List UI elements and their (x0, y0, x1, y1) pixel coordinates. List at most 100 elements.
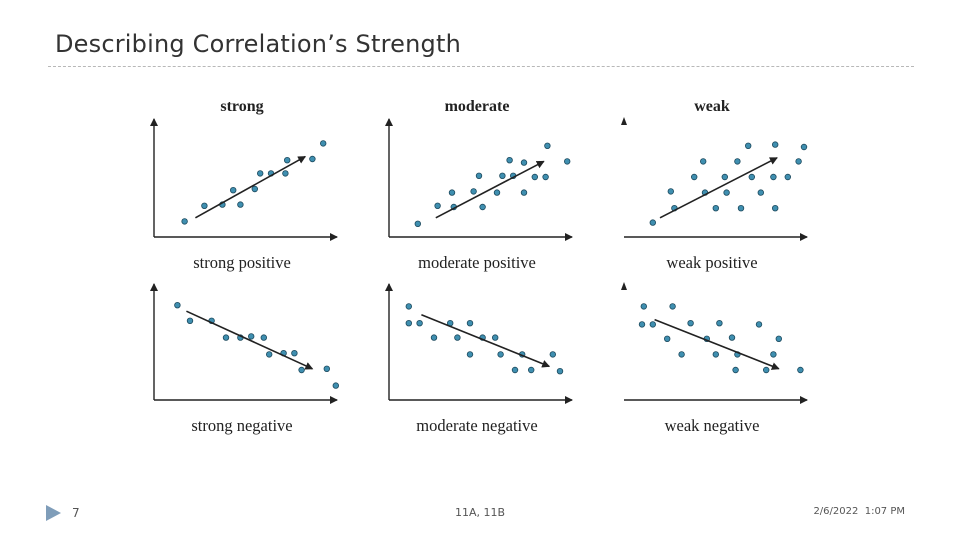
plot-title: moderate (445, 98, 510, 115)
data-point (492, 334, 499, 341)
data-point (678, 351, 685, 358)
data-point (544, 142, 551, 149)
plot-label: moderate positive (418, 253, 536, 272)
slide-title: Describing Correlation’s Strength (55, 30, 461, 58)
data-point (430, 334, 438, 341)
data-point (251, 185, 258, 193)
scatter-plot-5: moderate negative (385, 283, 573, 435)
data-point (757, 189, 764, 196)
data-point (405, 320, 412, 327)
data-point (531, 173, 538, 181)
data-point (687, 320, 694, 327)
data-point (528, 366, 535, 374)
data-point (772, 204, 779, 212)
trend-arrow (195, 155, 307, 219)
data-point (499, 172, 506, 179)
data-point (723, 189, 730, 196)
data-point (716, 320, 723, 327)
data-point (470, 188, 477, 195)
data-point (466, 320, 474, 327)
plot-label: weak negative (665, 416, 760, 435)
y-axis-arrow-icon (621, 117, 627, 125)
y-axis-arrow-icon (621, 282, 627, 290)
data-point (309, 155, 316, 163)
data-point (664, 335, 671, 342)
scatter-plot-4: strong negative (150, 283, 339, 435)
data-point (770, 351, 777, 358)
data-point (669, 303, 676, 310)
trend-arrow (659, 157, 778, 219)
data-point (775, 335, 782, 342)
plot-label: weak positive (666, 253, 757, 272)
plot-title: weak (694, 98, 730, 115)
plot-label: moderate negative (416, 416, 537, 435)
data-point (405, 303, 412, 310)
trend-arrow (186, 310, 314, 370)
data-point (454, 334, 461, 341)
data-point (493, 189, 501, 196)
data-point (257, 170, 264, 177)
data-point (434, 202, 441, 209)
plot-title: strong (220, 98, 263, 115)
data-point (691, 173, 698, 181)
footer-marker-icon (46, 505, 61, 521)
data-point (222, 334, 230, 341)
scatter-plot-3: weak weak positive (621, 98, 808, 272)
data-point (266, 351, 273, 358)
data-point (549, 351, 556, 358)
data-point (284, 156, 291, 164)
data-point (416, 320, 423, 327)
data-point (797, 366, 804, 374)
data-point (564, 158, 571, 165)
data-point (320, 140, 327, 147)
data-point (667, 188, 674, 195)
trend-arrow (421, 314, 551, 368)
data-point (229, 186, 237, 194)
title-divider (48, 66, 914, 67)
data-point (556, 368, 564, 375)
data-point (732, 366, 739, 374)
data-point (770, 173, 777, 181)
data-point (638, 321, 646, 328)
data-point (649, 321, 656, 328)
data-point (784, 173, 791, 181)
data-point (542, 173, 549, 181)
data-point (700, 158, 707, 165)
data-point (721, 173, 728, 181)
data-point (479, 203, 486, 211)
data-point (734, 158, 741, 165)
data-point (181, 218, 188, 225)
scatter-plot-2: moderate moderate positive (385, 98, 573, 272)
plot-label: strong positive (193, 253, 291, 272)
trend-arrow (435, 160, 545, 219)
data-point (201, 202, 208, 209)
data-point (475, 172, 483, 179)
data-point (323, 365, 330, 372)
data-point (520, 159, 528, 166)
data-point (332, 382, 339, 389)
data-point (448, 189, 456, 196)
data-point (237, 201, 244, 208)
data-point (728, 334, 736, 341)
footer-date: 2/6/2022 1:07 PM (813, 506, 905, 517)
data-point (640, 303, 647, 310)
scatter-plot-1: strong strong positive (150, 98, 338, 272)
data-point (755, 321, 763, 328)
data-point (282, 170, 289, 177)
data-point (712, 204, 719, 212)
data-point (772, 141, 779, 148)
data-point (737, 204, 745, 212)
data-point (649, 219, 656, 226)
data-point (745, 142, 752, 149)
data-point (291, 350, 298, 357)
footer-center-text: 11A, 11B (454, 506, 506, 519)
data-point (800, 143, 808, 151)
data-point (298, 366, 305, 374)
data-point (186, 317, 194, 324)
data-point (260, 334, 267, 341)
data-point (466, 351, 474, 358)
plot-label: strong negative (191, 416, 292, 435)
data-point (795, 158, 802, 165)
data-point (247, 333, 255, 340)
